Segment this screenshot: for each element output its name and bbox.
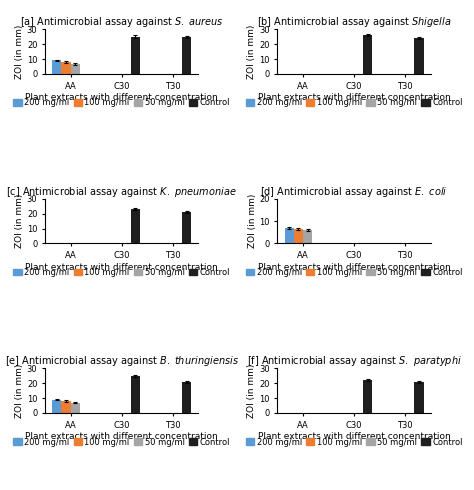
Legend: 200 mg/ml, 100 mg/ml, 50 mg/ml, Control: 200 mg/ml, 100 mg/ml, 50 mg/ml, Control <box>10 265 233 280</box>
Bar <box>62 62 71 74</box>
Title: [b] Antimicrobial assay against $\it{Shigella}$: [b] Antimicrobial assay against $\it{Shi… <box>257 15 451 29</box>
Legend: 200 mg/ml, 100 mg/ml, 50 mg/ml, Control: 200 mg/ml, 100 mg/ml, 50 mg/ml, Control <box>242 95 466 111</box>
Bar <box>363 380 373 413</box>
Title: [f] Antimicrobial assay against $\it{S.\ paratyphi}$: [f] Antimicrobial assay against $\it{S.\… <box>246 354 462 368</box>
X-axis label: Plant extracts with different concentration: Plant extracts with different concentrat… <box>25 263 218 272</box>
Bar <box>182 37 191 74</box>
Title: [e] Antimicrobial assay against $\it{B.\ thuringiensis}$: [e] Antimicrobial assay against $\it{B.\… <box>5 354 239 368</box>
Title: [d] Antimicrobial assay against $\it{E.\ coli}$: [d] Antimicrobial assay against $\it{E.\… <box>260 185 448 198</box>
Bar <box>131 209 140 244</box>
Bar <box>363 35 373 74</box>
Y-axis label: ZOI (in mm): ZOI (in mm) <box>15 24 24 79</box>
Bar <box>303 230 312 244</box>
Bar <box>131 37 140 74</box>
Bar <box>182 382 191 413</box>
Bar <box>182 212 191 244</box>
Bar <box>71 403 80 413</box>
Title: [c] Antimicrobial assay against $\it{K.\ pneumoniae}$: [c] Antimicrobial assay against $\it{K.\… <box>6 185 237 198</box>
Y-axis label: ZOI (in mm): ZOI (in mm) <box>15 194 24 248</box>
Bar <box>52 399 62 413</box>
Bar <box>62 401 71 413</box>
Bar <box>131 376 140 413</box>
Bar <box>71 64 80 74</box>
Bar <box>52 60 62 74</box>
X-axis label: Plant extracts with different concentration: Plant extracts with different concentrat… <box>25 432 218 441</box>
Y-axis label: ZOI (in mm): ZOI (in mm) <box>247 24 256 79</box>
X-axis label: Plant extracts with different concentration: Plant extracts with different concentrat… <box>258 432 450 441</box>
Bar <box>414 382 424 413</box>
Legend: 200 mg/ml, 100 mg/ml, 50 mg/ml, Control: 200 mg/ml, 100 mg/ml, 50 mg/ml, Control <box>10 95 233 111</box>
Legend: 200 mg/ml, 100 mg/ml, 50 mg/ml, Control: 200 mg/ml, 100 mg/ml, 50 mg/ml, Control <box>242 265 466 280</box>
X-axis label: Plant extracts with different concentration: Plant extracts with different concentrat… <box>258 263 450 272</box>
Bar <box>284 228 294 244</box>
X-axis label: Plant extracts with different concentration: Plant extracts with different concentrat… <box>25 93 218 102</box>
Y-axis label: ZOI (in mm): ZOI (in mm) <box>15 364 24 418</box>
Y-axis label: ZOI (in mm): ZOI (in mm) <box>247 364 256 418</box>
Legend: 200 mg/ml, 100 mg/ml, 50 mg/ml, Control: 200 mg/ml, 100 mg/ml, 50 mg/ml, Control <box>242 434 466 450</box>
Bar <box>294 229 303 244</box>
Legend: 200 mg/ml, 100 mg/ml, 50 mg/ml, Control: 200 mg/ml, 100 mg/ml, 50 mg/ml, Control <box>10 434 233 450</box>
X-axis label: Plant extracts with different concentration: Plant extracts with different concentrat… <box>258 93 450 102</box>
Bar <box>414 38 424 74</box>
Y-axis label: ZOI (in mm): ZOI (in mm) <box>247 194 256 248</box>
Title: [a] Antimicrobial assay against $\it{S.\ aureus}$: [a] Antimicrobial assay against $\it{S.\… <box>20 15 224 29</box>
